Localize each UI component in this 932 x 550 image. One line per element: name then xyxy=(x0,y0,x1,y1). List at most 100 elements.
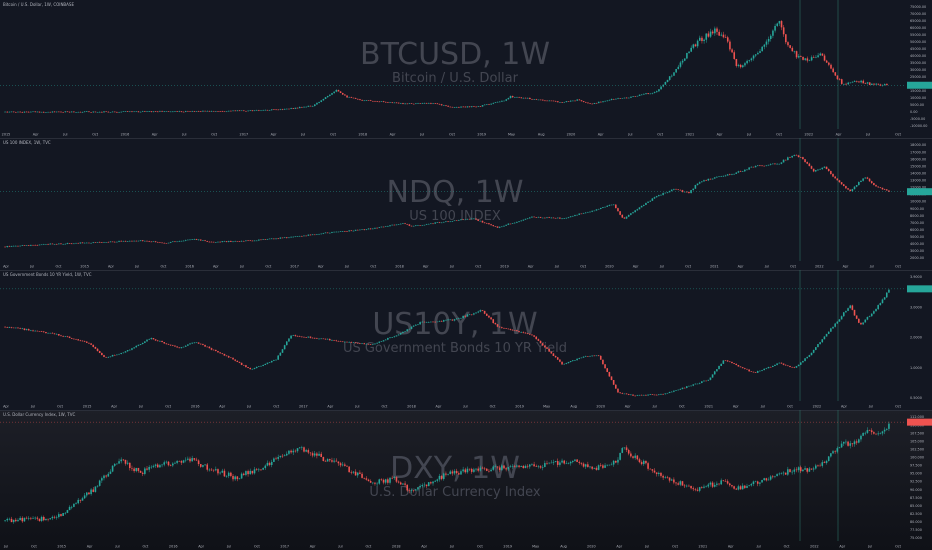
candle-body xyxy=(19,111,21,113)
candle-body xyxy=(793,154,796,156)
candle-body xyxy=(531,216,533,218)
candle-body xyxy=(804,468,806,470)
candle-body xyxy=(264,363,267,365)
candle-body xyxy=(384,226,387,227)
candle-body xyxy=(124,459,127,464)
candle-body xyxy=(776,363,778,365)
x-tick-label: 2021 xyxy=(710,265,719,269)
candle-body xyxy=(606,368,609,372)
candle-body xyxy=(58,333,60,336)
candle-body xyxy=(503,465,505,469)
candle-body xyxy=(395,102,398,104)
candle-body xyxy=(180,111,183,112)
candle-body xyxy=(819,53,822,56)
candle-body xyxy=(240,240,243,242)
candle-body xyxy=(290,108,292,109)
candle-body xyxy=(335,231,338,233)
candle-body xyxy=(494,323,497,325)
y-tick-label: 75000.00 xyxy=(910,5,926,9)
candle-body xyxy=(690,190,692,194)
btcusd-pane[interactable]: 75000.00 70000.00 65000.00 60000.00 55000.00… xyxy=(0,0,932,138)
candle-body xyxy=(79,111,82,113)
candle-body xyxy=(836,321,839,324)
candle-body xyxy=(688,192,690,194)
candle-body xyxy=(307,105,310,107)
candle-body xyxy=(774,25,776,31)
candle-body xyxy=(316,338,318,339)
candle-body xyxy=(466,218,469,220)
candle-body xyxy=(529,97,531,100)
candle-body xyxy=(451,221,454,222)
ndq-chart[interactable]: 18000.0017000.0016000.0015000.0014000.00… xyxy=(0,138,932,270)
candle-body xyxy=(632,96,634,97)
candle-body xyxy=(789,45,791,48)
candle-body xyxy=(782,472,785,474)
candle-body xyxy=(522,332,525,333)
candle-body xyxy=(576,459,578,462)
ndq-pane[interactable]: 18000.00 17000.00 16000.00 15000.00 14000.00… xyxy=(0,138,932,270)
dxy-chart[interactable]: 112.000110.000107.500105.000102.500100.0… xyxy=(0,410,932,550)
candle-body xyxy=(533,335,535,337)
candle-body xyxy=(189,343,191,345)
candle-body xyxy=(563,102,566,103)
dxy-pane[interactable]: 112.000110.000107.500105.000102.500100.0… xyxy=(0,410,932,550)
us10y-pane[interactable]: 3.9000 3.0000 2.0000 1.0000 0.5000 Apr Jul Oct 2… xyxy=(0,270,932,410)
candle-body xyxy=(449,471,452,474)
candle-body xyxy=(685,386,688,388)
candle-body xyxy=(606,464,609,466)
candle-body xyxy=(696,383,699,385)
candle-body xyxy=(12,519,15,523)
candle-body xyxy=(481,220,484,223)
candle-body xyxy=(606,205,609,207)
candle-body xyxy=(378,101,381,103)
y-tick-label: 102.500 xyxy=(910,447,924,451)
candle-body xyxy=(470,314,473,316)
candle-body xyxy=(137,111,140,113)
candle-body xyxy=(552,353,555,356)
x-tick-label: 2016 xyxy=(185,265,194,269)
candle-body xyxy=(477,219,479,221)
candle-body xyxy=(367,343,370,345)
candle-body xyxy=(215,242,217,243)
candle-body xyxy=(600,101,602,103)
x-tick-label: Oct xyxy=(365,545,372,549)
candle-body xyxy=(587,102,589,104)
candle-body xyxy=(752,166,755,168)
candle-body xyxy=(847,441,849,446)
candle-body xyxy=(36,517,39,519)
candle-body xyxy=(785,34,787,43)
candle-body xyxy=(202,344,204,346)
candle-body xyxy=(735,58,738,66)
candle-body xyxy=(845,83,847,85)
btcusd-chart[interactable]: 75000.0070000.0065000.0060000.0055000.00… xyxy=(0,0,932,138)
candle-body xyxy=(225,355,228,357)
candle-body xyxy=(212,349,215,351)
candle-body xyxy=(245,240,247,242)
candle-body xyxy=(496,466,499,468)
candle-body xyxy=(64,336,67,338)
candle-body xyxy=(737,64,740,66)
x-tick-label: Apr xyxy=(598,133,604,137)
candle-body xyxy=(77,111,80,113)
candle-body xyxy=(174,111,176,112)
candle-body xyxy=(473,313,475,315)
candle-body xyxy=(27,111,30,113)
candle-body xyxy=(193,239,196,240)
candle-body xyxy=(32,244,34,246)
candle-body xyxy=(458,473,460,475)
candle-body xyxy=(670,391,673,393)
candle-body xyxy=(238,361,241,363)
y-tick-label: -10000.00 xyxy=(910,124,927,128)
candle-body xyxy=(285,341,288,346)
candle-body xyxy=(53,244,56,245)
candle-body xyxy=(610,204,613,206)
x-tick-label: 2019 xyxy=(515,405,524,409)
candle-body xyxy=(45,518,47,521)
candle-body xyxy=(509,329,512,330)
last-price-marker xyxy=(907,188,932,196)
candle-body xyxy=(873,183,875,186)
candle-body xyxy=(442,473,445,480)
candle-body xyxy=(36,245,39,246)
candle-body xyxy=(460,106,462,108)
